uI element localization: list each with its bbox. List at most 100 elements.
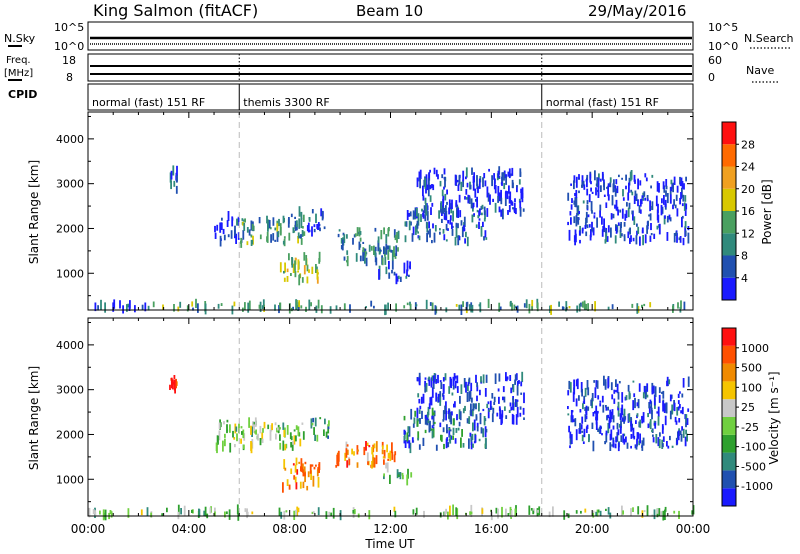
data-cell [614, 235, 617, 244]
data-cell [656, 508, 659, 514]
data-cell [448, 409, 451, 412]
data-cell [292, 463, 295, 466]
data-cell [420, 214, 422, 222]
data-cell [587, 214, 590, 218]
data-cell [577, 205, 580, 216]
data-cell [220, 222, 223, 230]
data-cell [615, 226, 618, 234]
data-cell [431, 415, 434, 420]
data-cell [241, 431, 243, 435]
data-cell [454, 375, 457, 379]
data-cell [651, 201, 654, 210]
data-cell [258, 304, 261, 309]
data-cell [456, 386, 459, 393]
data-cell [418, 409, 421, 414]
data-cell [666, 215, 669, 223]
data-cell [316, 269, 319, 280]
data-cell [657, 416, 660, 426]
data-cell [269, 227, 272, 230]
colorbar-swatch [722, 381, 736, 400]
data-cell [416, 407, 419, 418]
data-cell [304, 472, 306, 477]
data-cell [607, 423, 610, 434]
data-cell [602, 226, 605, 230]
data-cell [418, 235, 421, 241]
data-cell [681, 215, 684, 219]
data-cell [604, 379, 607, 390]
data-cell [617, 429, 620, 436]
data-cell [306, 485, 309, 491]
data-cell [197, 303, 199, 313]
data-cell [478, 210, 480, 217]
data-cell [292, 227, 295, 234]
data-cell [686, 418, 689, 425]
colorbar-tick-label: -25 [741, 421, 759, 434]
data-cell [428, 221, 430, 229]
data-cell [483, 173, 486, 179]
data-cell [318, 258, 321, 264]
data-cell [630, 508, 632, 517]
data-cell [246, 227, 249, 233]
data-cell [663, 403, 666, 413]
data-cell [388, 272, 391, 279]
data-cell [306, 264, 309, 272]
data-cell [437, 174, 439, 180]
data-cell [426, 184, 429, 191]
data-cell [603, 194, 606, 197]
data-cell [502, 396, 504, 401]
data-cell [502, 208, 504, 220]
data-cell [385, 462, 387, 469]
data-cell [475, 224, 478, 228]
colorbar-swatch [722, 255, 736, 278]
data-cell [520, 381, 523, 387]
data-cell [450, 378, 452, 389]
data-cell [406, 210, 409, 220]
data-cell [531, 306, 533, 311]
data-cell [310, 418, 313, 429]
colorbar-swatch [722, 417, 736, 435]
data-cell [485, 374, 488, 383]
cpid-segment-label: themis 3300 RF [243, 96, 330, 109]
data-cell [575, 197, 578, 208]
data-cell [611, 394, 614, 400]
data-cell [278, 218, 280, 227]
data-cell [582, 403, 584, 410]
data-cell [680, 177, 683, 186]
data-cell [588, 194, 591, 203]
data-cell [447, 228, 449, 231]
data-cell [497, 508, 499, 519]
data-cell [204, 303, 207, 315]
data-cell [203, 510, 206, 517]
data-cell [576, 378, 579, 390]
data-cell [637, 399, 640, 409]
data-cell [606, 415, 608, 421]
data-cell [656, 411, 659, 414]
data-cell [684, 436, 687, 447]
data-cell [313, 427, 315, 435]
data-cell [504, 191, 507, 199]
data-cell [612, 213, 615, 219]
data-cell [303, 231, 306, 236]
data-cell [624, 213, 627, 221]
data-cell [592, 511, 595, 518]
data-cell [513, 203, 516, 214]
data-cell [664, 509, 666, 520]
data-cell [397, 275, 400, 279]
y-tick-label: 4000 [56, 133, 84, 146]
data-cell [607, 377, 610, 389]
data-cell [639, 199, 642, 207]
data-cell [618, 424, 621, 428]
data-cell [402, 475, 404, 480]
data-cell [316, 224, 319, 229]
data-cell [290, 213, 293, 218]
data-cell [414, 216, 417, 220]
data-cell [481, 508, 484, 514]
data-cell [92, 509, 95, 515]
data-cell [449, 219, 452, 225]
data-cell [357, 449, 359, 452]
data-cell [586, 200, 589, 205]
data-cell [660, 511, 662, 517]
data-cell [452, 376, 455, 386]
data-cell [471, 167, 473, 175]
data-cell [298, 461, 301, 464]
